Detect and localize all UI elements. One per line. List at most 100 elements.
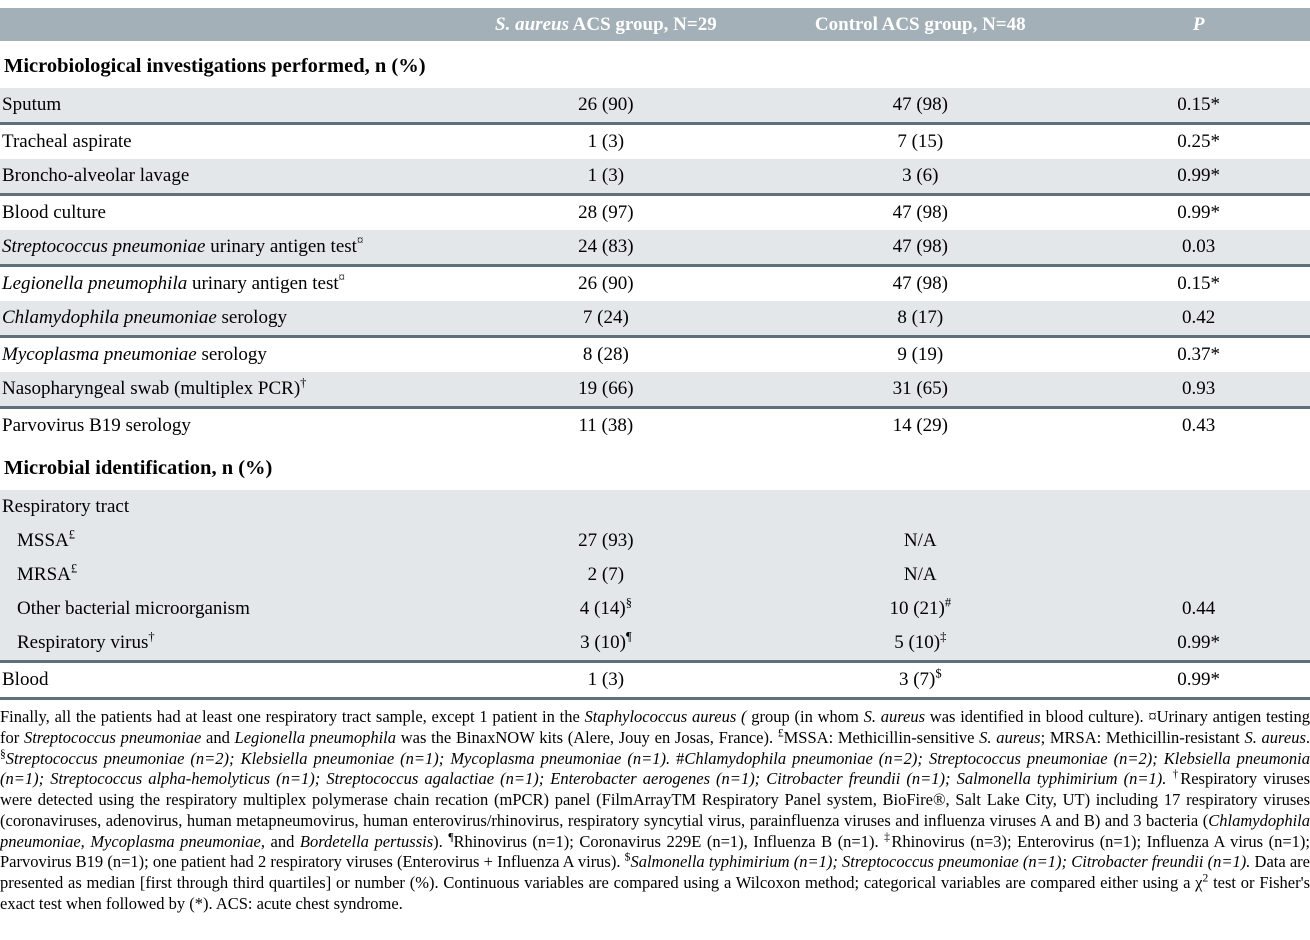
- text-segment: 27 (93): [578, 530, 634, 551]
- text-segment: Chlamydophila pneumoniae: [2, 307, 217, 328]
- text-segment: Staphylococcus aureus (: [584, 707, 747, 726]
- text-segment: S. aureus: [863, 707, 926, 726]
- text-segment: Rhinovirus (n=1); Coronavirus 229E (n=1)…: [453, 831, 885, 851]
- text-segment: 0.44: [1182, 598, 1216, 619]
- cell-p-value: 0.25*: [1087, 123, 1310, 159]
- row-label: Nasopharyngeal swab (multiplex PCR)†: [0, 372, 459, 409]
- table-row: Blood 1 (3) 3 (7)$ 0.99*: [0, 661, 1310, 700]
- text-segment: Finally, all the patients had at least o…: [0, 707, 585, 726]
- text-segment: 0.99*: [1177, 202, 1221, 223]
- text-segment: 26 (90): [578, 273, 634, 294]
- table-footnote: Finally, all the patients had at least o…: [0, 707, 1310, 915]
- text-segment: 19 (66): [578, 378, 634, 399]
- text-segment: was the BinaxNOW kits (Alere, Jouy en Jo…: [396, 727, 778, 747]
- text-segment: P: [1192, 13, 1205, 35]
- footnote-marker: ¤: [338, 270, 345, 285]
- row-label: Respiratory virus†: [0, 626, 459, 663]
- text-segment: 3 (7): [898, 669, 936, 690]
- footnote-marker: £: [777, 727, 784, 740]
- footnote-marker: †: [148, 629, 155, 644]
- cell-saureus-group: 8 (28): [458, 336, 754, 372]
- footnote-marker: £: [68, 527, 76, 542]
- footnote-marker: ‡: [884, 831, 892, 844]
- text-segment: 14 (29): [892, 415, 948, 436]
- row-label: Legionella pneumophila urinary antigen t…: [0, 265, 459, 301]
- table-row: Tracheal aspirate 1 (3) 7 (15) 0.25*: [0, 123, 1310, 159]
- footnote-marker: §: [0, 748, 6, 761]
- text-segment: 5 (10): [894, 632, 941, 653]
- footnote-marker: †: [1172, 768, 1181, 781]
- row-label: Parvovirus B19 serology: [0, 407, 459, 443]
- table-row: MRSA£ 2 (7) N/A: [0, 558, 1310, 592]
- row-label: Broncho-alveolar lavage: [0, 159, 459, 196]
- cell-saureus-group: 3 (10)¶: [458, 626, 754, 663]
- header-p-value: P: [1087, 8, 1310, 41]
- cell-control-group: N/A: [753, 524, 1088, 558]
- section-header-row: Microbial identification, n (%): [0, 443, 1310, 490]
- row-label: Chlamydophila pneumoniae serology: [0, 301, 459, 338]
- cell-p-value: 0.03: [1087, 230, 1310, 267]
- text-segment: 0.99*: [1177, 632, 1221, 653]
- footnote-marker: §: [625, 595, 632, 610]
- footnote-marker: ‡: [940, 629, 947, 644]
- text-segment: 0.42: [1182, 307, 1216, 328]
- text-segment: 31 (65): [892, 378, 948, 399]
- cell-saureus-group: 2 (7): [458, 558, 754, 592]
- text-segment: urinary antigen test: [187, 273, 339, 294]
- cell-saureus-group: 4 (14)§: [458, 592, 754, 626]
- cell-control-group: 8 (17): [753, 301, 1088, 338]
- text-segment: N/A: [903, 564, 937, 585]
- cell-control-group: 5 (10)‡: [753, 626, 1088, 663]
- text-segment: 0.15*: [1177, 273, 1221, 294]
- table-body: Microbiological investigations performed…: [0, 41, 1310, 700]
- text-segment: 24 (83): [578, 236, 634, 257]
- footnote-marker: $: [935, 666, 942, 681]
- row-label: Streptococcus pneumoniae urinary antigen…: [0, 230, 459, 267]
- row-label: Respiratory tract: [0, 490, 459, 524]
- text-segment: 7 (15): [897, 131, 944, 152]
- text-segment: S. aureus: [979, 727, 1041, 747]
- text-segment: 8 (28): [582, 344, 629, 365]
- text-segment: ACS group, N=29: [568, 13, 717, 35]
- text-segment: Chlamydophila pneumoniae (n=2); Streptoc…: [0, 748, 1310, 789]
- table-row: Broncho-alveolar lavage 1 (3) 3 (6) 0.99*: [0, 159, 1310, 196]
- header-empty-cell: [0, 8, 459, 41]
- text-segment: Rhinovirus (n=3); Enterovirus (n=1); Inf…: [0, 831, 1310, 872]
- text-segment: 1 (3): [587, 669, 625, 690]
- text-segment: 7 (24): [582, 307, 629, 328]
- text-segment: test or Fisher's exact test when followe…: [0, 873, 1310, 914]
- text-segment: Respiratory viruses were detected using …: [0, 769, 1310, 830]
- cell-control-group: 10 (21)#: [753, 592, 1088, 626]
- text-segment: 1 (3): [587, 131, 625, 152]
- row-label: Blood: [0, 661, 459, 700]
- text-segment: 47 (98): [892, 273, 948, 294]
- section-header-row: Microbiological investigations performed…: [0, 41, 1310, 88]
- text-segment: was identified in blood culture). ¤Urina…: [0, 707, 1310, 747]
- text-segment: Salmonella typhimirium (n=1); Streptococ…: [630, 852, 1251, 872]
- section-title: Microbial identification, n (%): [0, 443, 1310, 490]
- text-segment: Sputum: [2, 94, 62, 115]
- text-segment: 0.03: [1182, 236, 1216, 257]
- cell-control-group: 3 (6): [753, 159, 1088, 196]
- text-segment: 26 (90): [578, 94, 634, 115]
- cell-control-group: 47 (98): [753, 88, 1088, 125]
- text-segment: 47 (98): [892, 94, 948, 115]
- cell-saureus-group: 27 (93): [458, 524, 754, 558]
- text-segment: MRSA: [17, 564, 71, 585]
- table-row: Sputum 26 (90) 47 (98) 0.15*: [0, 88, 1310, 125]
- text-segment: Respiratory virus: [17, 632, 149, 653]
- cell-saureus-group: 1 (3): [458, 123, 754, 159]
- text-segment: MSSA: [17, 530, 69, 551]
- text-segment: 2 (7): [587, 564, 625, 585]
- cell-p-value: 0.15*: [1087, 88, 1310, 125]
- text-segment: Broncho-alveolar lavage: [2, 165, 190, 186]
- text-segment: Legionella pneumophila: [234, 727, 396, 747]
- cell-p-value: 0.37*: [1087, 336, 1310, 372]
- text-segment: 4 (14): [579, 598, 626, 619]
- text-segment: Blood: [2, 669, 49, 690]
- footnote-marker: ¶: [625, 629, 632, 644]
- footnote-marker: $: [624, 851, 631, 864]
- text-segment: 0.25*: [1177, 131, 1221, 152]
- text-segment: 3 (6): [902, 165, 939, 186]
- cell-saureus-group: 26 (90): [458, 265, 754, 301]
